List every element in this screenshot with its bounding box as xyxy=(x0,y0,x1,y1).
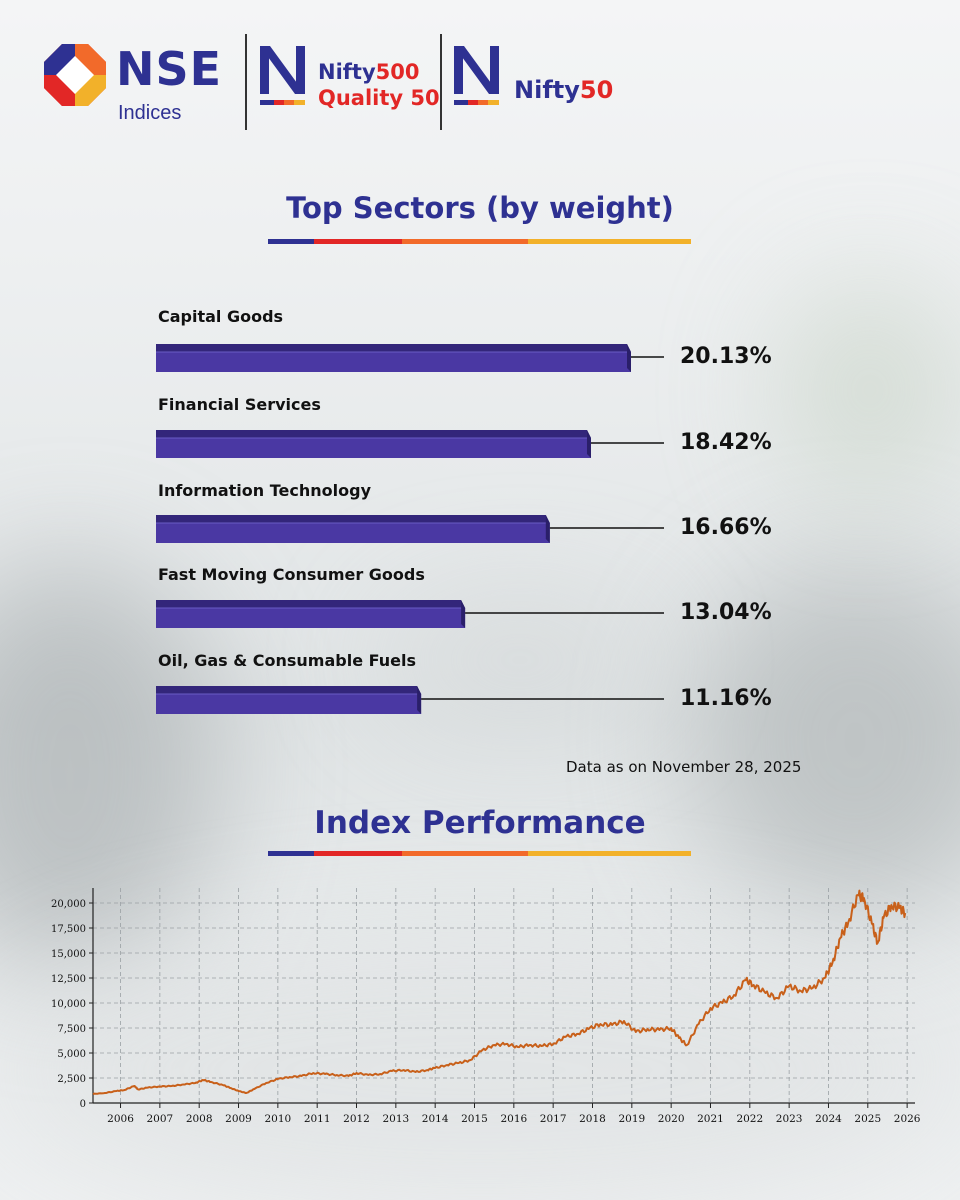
data-as-on-note: Data as on November 28, 2025 xyxy=(566,758,802,776)
x-tick-label: 2006 xyxy=(107,1113,134,1125)
sector-value-label: 20.13% xyxy=(680,344,772,369)
sector-label: Oil, Gas & Consumable Fuels xyxy=(158,651,417,670)
y-tick-label: 17,500 xyxy=(51,924,86,935)
x-tick-label: 2023 xyxy=(776,1113,803,1125)
index-performance-line-chart: 0 2,500 5,000 7,500 10,000 12,500 15,000 17,500… xyxy=(51,888,921,1125)
bar-end-cap xyxy=(627,344,631,372)
sector-value-label: 16.66% xyxy=(680,515,772,540)
performance-title: Index Performance xyxy=(314,805,646,841)
nse-logo-icon xyxy=(44,44,106,106)
sector-bar xyxy=(156,430,664,458)
x-tick-label: 2007 xyxy=(146,1113,173,1125)
y-tick-label: 7,500 xyxy=(57,1024,86,1035)
sector-label: Information Technology xyxy=(158,481,371,500)
bar-end-cap xyxy=(461,600,466,628)
sector-label: Capital Goods xyxy=(158,307,284,326)
x-tick-label: 2019 xyxy=(618,1113,645,1125)
sectors-title: Top Sectors (by weight) xyxy=(286,191,674,225)
title-underline xyxy=(268,239,691,244)
bar-front-face xyxy=(156,438,591,458)
sector-bar xyxy=(156,515,664,543)
sector-label: Fast Moving Consumer Goods xyxy=(158,565,425,584)
x-tick-label: 2012 xyxy=(343,1113,370,1125)
bar-top-face xyxy=(156,600,466,608)
x-tick-label: 2020 xyxy=(658,1113,685,1125)
bar-top-face xyxy=(156,515,550,523)
nse-brand-sub: Indices xyxy=(118,102,182,124)
x-tick-label: 2016 xyxy=(500,1113,527,1125)
brand2-name: Nifty50 xyxy=(514,76,614,104)
x-tick-label: 2009 xyxy=(225,1113,252,1125)
x-tick-label: 2018 xyxy=(579,1113,606,1125)
x-tick-label: 2011 xyxy=(304,1113,331,1125)
y-tick-label: 5,000 xyxy=(57,1049,86,1060)
index-series-line xyxy=(92,889,907,1095)
bar-end-cap xyxy=(417,686,422,714)
sector-value-label: 11.16% xyxy=(680,686,772,711)
y-tick-label: 20,000 xyxy=(51,899,86,910)
sector-bar xyxy=(156,686,664,714)
sector-value-label: 13.04% xyxy=(680,600,772,625)
bar-top-face xyxy=(156,686,422,694)
logo-divider xyxy=(440,34,442,130)
y-tick-label: 0 xyxy=(80,1099,86,1110)
bar-end-cap xyxy=(586,430,591,458)
x-tick-label: 2022 xyxy=(736,1113,763,1125)
bar-front-face xyxy=(156,523,550,543)
nifty-n-logo-icon xyxy=(260,46,305,105)
x-tick-label: 2025 xyxy=(854,1113,881,1125)
x-tick-label: 2024 xyxy=(815,1113,842,1125)
y-tick-label: 15,000 xyxy=(51,949,86,960)
bar-end-cap xyxy=(545,515,550,543)
sector-bar xyxy=(156,344,664,372)
nifty-n-logo-icon xyxy=(454,46,499,105)
x-tick-label: 2026 xyxy=(894,1113,921,1125)
nse-brand-name: NSE xyxy=(116,42,223,96)
header: NSE Indices Nifty500 Quality 50 Nifty50 xyxy=(0,0,960,140)
sector-label: Financial Services xyxy=(158,395,321,414)
bar-front-face xyxy=(156,694,422,714)
x-tick-label: 2008 xyxy=(186,1113,213,1125)
bar-top-face xyxy=(156,344,631,352)
logo-divider xyxy=(245,34,247,130)
bar-top-face xyxy=(156,430,591,438)
brand1-line2: Quality 50 xyxy=(318,86,440,110)
bar-front-face xyxy=(156,352,631,372)
x-tick-label: 2010 xyxy=(264,1113,291,1125)
x-tick-label: 2015 xyxy=(461,1113,488,1125)
title-underline xyxy=(268,851,691,856)
y-tick-label: 12,500 xyxy=(51,974,86,985)
y-tick-label: 2,500 xyxy=(57,1074,86,1085)
y-tick-label: 10,000 xyxy=(51,999,86,1010)
x-tick-label: 2014 xyxy=(422,1113,449,1125)
sector-value-label: 18.42% xyxy=(680,430,772,455)
brand1-line1: Nifty500 xyxy=(318,60,420,84)
x-tick-label: 2021 xyxy=(697,1113,724,1125)
x-tick-label: 2017 xyxy=(540,1113,567,1125)
sector-bar xyxy=(156,600,664,628)
x-tick-label: 2013 xyxy=(382,1113,409,1125)
bar-front-face xyxy=(156,608,466,628)
